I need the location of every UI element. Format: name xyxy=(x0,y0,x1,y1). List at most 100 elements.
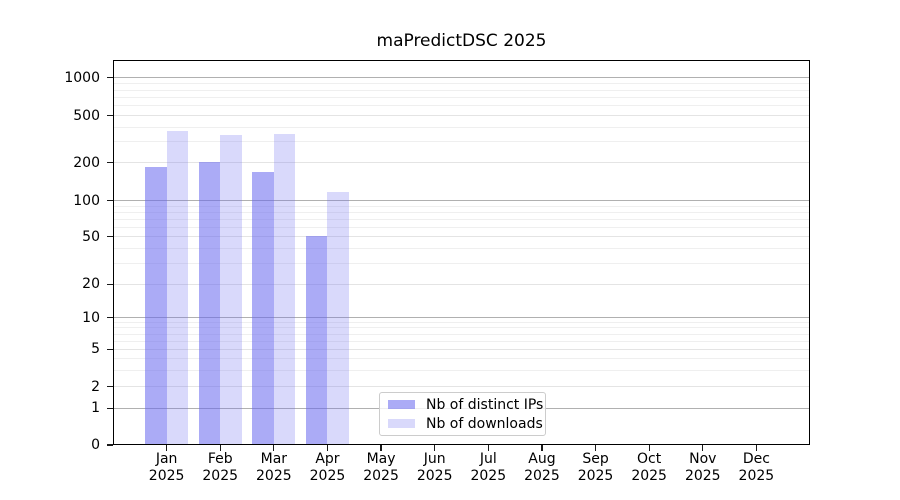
x-tick-year: 2025 xyxy=(148,467,185,484)
x-tick-year: 2025 xyxy=(256,467,292,484)
bar-distinct-ips xyxy=(198,161,221,445)
x-tick-label: Mar 2025 xyxy=(246,451,302,484)
x-tick-mark xyxy=(380,445,382,451)
x-tick-label: May 2025 xyxy=(353,451,409,484)
y-tick-mark xyxy=(106,77,113,79)
gridline-minor xyxy=(113,211,810,213)
y-tick-mark xyxy=(106,114,113,117)
y-tick-mark xyxy=(106,386,113,388)
x-tick-year: 2025 xyxy=(684,467,721,484)
gridline-minor xyxy=(113,105,810,107)
gridline-minor xyxy=(113,96,810,98)
gridline-minor xyxy=(113,369,810,371)
x-tick-label: Oct 2025 xyxy=(621,451,677,484)
x-tick-label: Nov 2025 xyxy=(675,451,731,484)
gridline-minor xyxy=(113,162,810,164)
plot-area xyxy=(113,60,810,446)
bar-downloads xyxy=(166,131,189,445)
x-tick-month: Jul xyxy=(479,451,497,467)
gridline-minor xyxy=(113,126,810,128)
y-tick-label: 2 xyxy=(91,378,100,395)
x-tick-label: Jul 2025 xyxy=(460,451,516,484)
y-tick-mark xyxy=(106,236,113,238)
bar-distinct-ips xyxy=(145,167,167,445)
y-tick-label: 200 xyxy=(73,154,100,171)
x-tick-year: 2025 xyxy=(470,467,507,484)
x-tick-year: 2025 xyxy=(416,467,453,484)
y-tick-mark xyxy=(106,407,113,409)
legend: Nb of distinct IPs Nb of downloads xyxy=(379,392,546,436)
x-tick-year: 2025 xyxy=(363,467,399,484)
x-tick-mark xyxy=(648,445,650,451)
y-tick-label: 1000 xyxy=(64,69,100,86)
y-tick-mark xyxy=(106,283,113,285)
x-tick-label: Aug 2025 xyxy=(514,451,570,484)
gridline-minor xyxy=(113,236,810,238)
x-tick-year: 2025 xyxy=(631,467,667,484)
bar-distinct-ips xyxy=(252,171,274,445)
x-tick-mark xyxy=(326,445,329,451)
gridline-major xyxy=(113,200,810,202)
x-tick-month: Apr xyxy=(315,451,340,467)
x-tick-mark xyxy=(273,445,275,451)
x-tick-month: Jan xyxy=(155,451,178,467)
x-tick-label: Apr 2025 xyxy=(299,451,355,484)
x-tick-month: Dec xyxy=(742,451,770,467)
y-tick-mark xyxy=(106,162,113,164)
x-tick-mark xyxy=(487,445,489,451)
gridline-major xyxy=(113,77,810,79)
x-tick-year: 2025 xyxy=(738,467,775,484)
gridline-major xyxy=(113,317,810,319)
y-tick-mark xyxy=(106,348,113,351)
gridline-minor xyxy=(113,333,810,335)
y-tick-label: 100 xyxy=(73,192,100,209)
gridline-minor xyxy=(113,205,810,207)
gridline-minor xyxy=(113,348,810,350)
x-tick-year: 2025 xyxy=(577,467,614,484)
gridline-minor xyxy=(113,358,810,359)
y-tick-mark xyxy=(106,199,113,202)
x-tick-month: May xyxy=(366,451,396,467)
x-tick-mark xyxy=(755,445,758,451)
gridline-minor xyxy=(113,141,810,143)
gridlines xyxy=(113,60,810,446)
gridline-minor xyxy=(113,386,810,388)
y-tick-label: 1 xyxy=(91,400,100,417)
gridline-minor xyxy=(113,327,810,329)
x-tick-year: 2025 xyxy=(309,467,346,484)
y-tick-label: 0 xyxy=(91,437,100,453)
gridline-minor xyxy=(113,83,810,85)
distinct-ips-swatch xyxy=(388,400,415,409)
x-tick-year: 2025 xyxy=(524,467,560,484)
y-tick-mark xyxy=(106,444,113,446)
gridline-minor xyxy=(113,89,810,91)
gridline-minor xyxy=(113,115,810,117)
x-tick-mark xyxy=(434,445,436,451)
y-tick-label: 500 xyxy=(73,107,100,124)
x-tick-label: Jan 2025 xyxy=(139,451,195,484)
x-tick-year: 2025 xyxy=(202,467,239,484)
x-tick-month: Oct xyxy=(637,451,662,467)
x-tick-mark xyxy=(594,445,597,451)
x-tick-mark xyxy=(541,445,543,451)
legend-label-distinct-ips: Nb of distinct IPs xyxy=(426,396,544,413)
x-tick-mark xyxy=(219,445,221,451)
chart-title: maPredictDSC 2025 xyxy=(376,31,547,51)
y-tick-label: 10 xyxy=(82,309,100,326)
x-tick-label: Feb 2025 xyxy=(192,451,248,484)
gridline-minor xyxy=(113,262,810,264)
y-tick-label: 20 xyxy=(82,276,100,293)
y-tick-label: 50 xyxy=(82,228,100,245)
gridline-minor xyxy=(113,247,810,249)
x-tick-month: Jun xyxy=(423,451,446,467)
gridline-minor xyxy=(113,226,810,228)
x-tick-mark xyxy=(702,445,704,451)
gridline-minor xyxy=(113,218,810,220)
x-tick-label: Sep 2025 xyxy=(568,451,624,484)
x-tick-label: Dec 2025 xyxy=(728,451,784,484)
downloads-swatch xyxy=(388,419,415,428)
legend-label-downloads: Nb of downloads xyxy=(426,415,543,432)
x-tick-month: Nov xyxy=(689,451,717,467)
y-tick-label: 5 xyxy=(91,341,100,358)
